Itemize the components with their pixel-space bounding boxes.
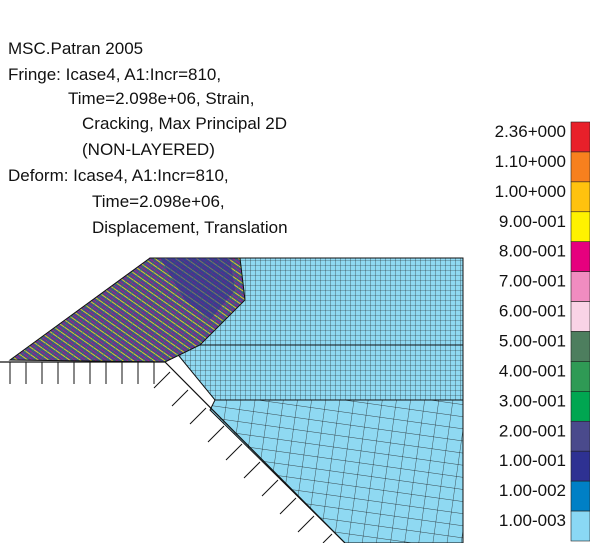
legend-swatch	[570, 181, 590, 213]
legend-label: 7.00-001	[499, 272, 566, 291]
legend-label: 2.36+000	[495, 122, 566, 141]
header-line: Displacement, Translation	[92, 218, 288, 237]
mesh	[0, 257, 464, 543]
legend-swatch	[570, 151, 590, 183]
legend-swatch	[570, 121, 590, 153]
header-line: (NON-LAYERED)	[82, 140, 215, 159]
legend-swatch	[570, 271, 590, 302]
header-line: Cracking, Max Principal 2D	[82, 114, 287, 133]
legend-label: 4.00-001	[499, 361, 566, 380]
legend-label: 1.00-002	[499, 481, 566, 500]
header-line: Fringe: Icase4, A1:Incr=810,	[8, 65, 221, 84]
legend-label: 1.00-003	[499, 511, 566, 530]
legend-swatch	[570, 420, 590, 452]
legend-swatch	[570, 510, 590, 542]
legend-label: 1.00-001	[499, 451, 566, 470]
legend-label: 3.00-001	[499, 391, 566, 410]
header-line: Time=2.098e+06,	[92, 192, 225, 211]
legend-swatch	[570, 391, 590, 422]
legend-swatch	[570, 361, 590, 392]
legend-swatch	[570, 211, 590, 243]
legend-label: 1.10+000	[495, 152, 566, 171]
header-line: Time=2.098e+06, Strain,	[68, 89, 255, 108]
legend-label: 1.00+000	[495, 182, 566, 201]
legend-label: 5.00-001	[499, 332, 566, 351]
legend-label: 9.00-001	[499, 212, 566, 231]
legend-swatch	[570, 331, 590, 362]
legend-label: 6.00-001	[499, 302, 566, 321]
header-line: MSC.Patran 2005	[8, 39, 143, 58]
legend-swatch	[570, 450, 590, 482]
legend: 2.36+000 1.10+000 1.00+000 9.00-001 8.00-001…	[495, 121, 590, 542]
header-line: Deform: Icase4, A1:Incr=810,	[8, 166, 229, 185]
header: MSC.Patran 2005 Fringe: Icase4, A1:Incr=…	[8, 39, 288, 237]
legend-label: 8.00-001	[499, 242, 566, 261]
legend-swatch	[570, 241, 590, 272]
legend-swatch	[570, 301, 590, 332]
legend-swatch	[570, 480, 590, 512]
legend-label: 2.00-001	[499, 421, 566, 440]
